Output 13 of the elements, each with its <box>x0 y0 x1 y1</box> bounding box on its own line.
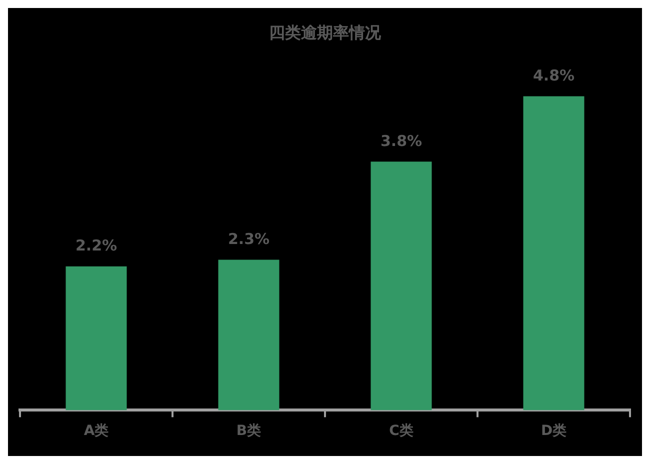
x-tick-label: D类 <box>540 423 567 440</box>
data-label: 2.2% <box>75 236 118 255</box>
bar <box>523 96 584 410</box>
data-label: 3.8% <box>380 132 422 150</box>
chart-title: 四类逾期率情况 <box>269 22 382 42</box>
data-label: 4.8% <box>532 66 575 85</box>
bar <box>218 260 280 410</box>
x-tick-label: A类 <box>84 423 109 440</box>
data-label: 2.3% <box>228 230 270 248</box>
bar <box>370 162 432 410</box>
x-tick-label: C类 <box>389 423 414 440</box>
x-tick-label: B类 <box>236 423 262 440</box>
bar <box>66 266 127 410</box>
